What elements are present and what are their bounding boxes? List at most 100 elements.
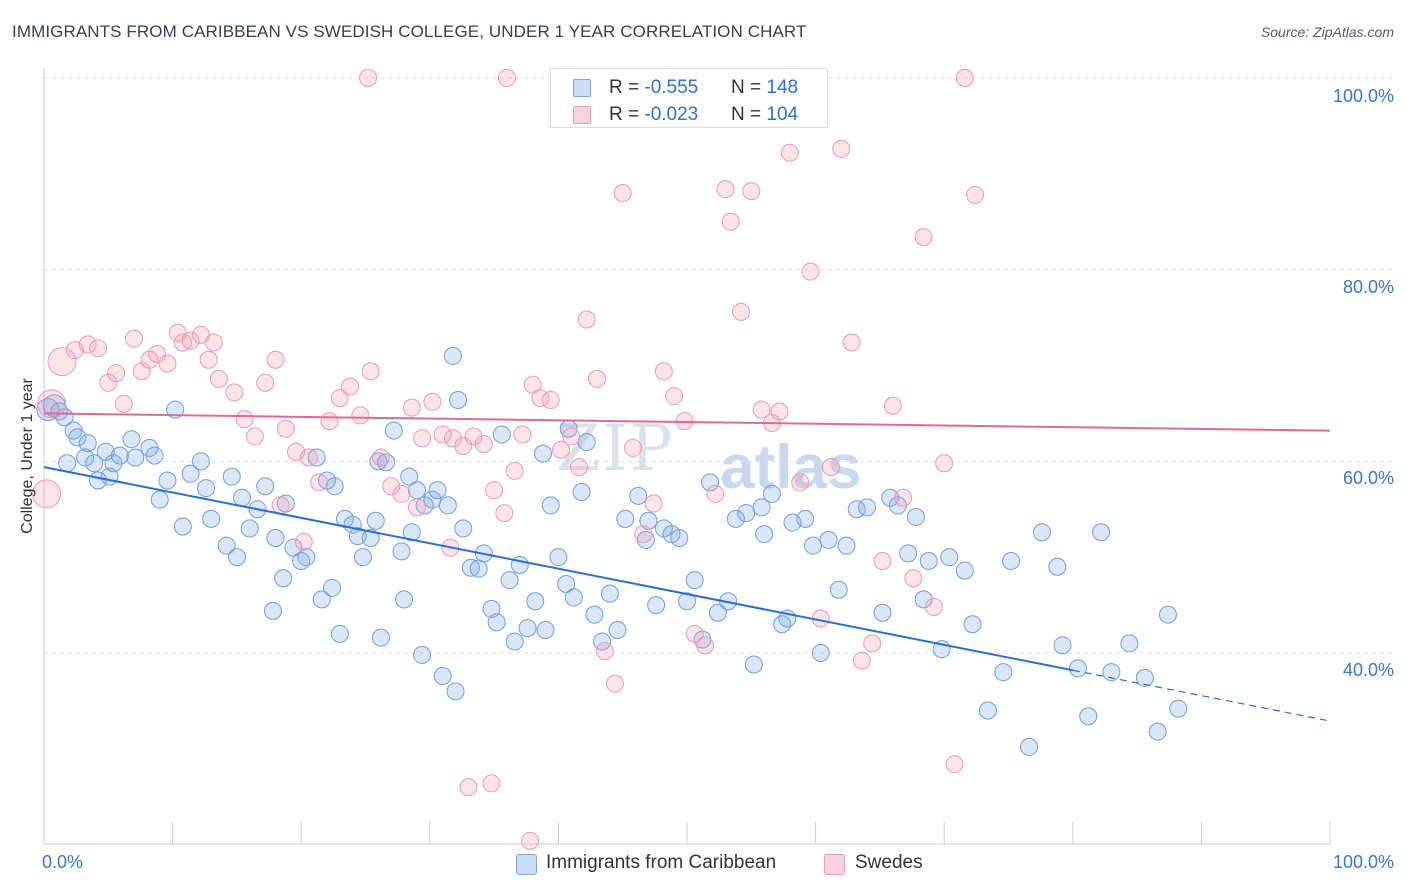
point-swedes <box>204 333 223 352</box>
point-swedes <box>634 525 653 544</box>
point-caribbean <box>1020 737 1039 756</box>
point-swedes <box>310 473 329 492</box>
point-swedes <box>245 427 264 446</box>
point-caribbean <box>685 571 704 590</box>
point-swedes <box>732 302 751 321</box>
point-swedes <box>158 354 177 373</box>
point-swedes <box>320 412 339 431</box>
point-swedes <box>497 69 516 87</box>
point-caribbean <box>89 471 108 490</box>
point-swedes <box>569 458 588 477</box>
point-swedes <box>359 69 378 87</box>
point-swedes <box>392 484 411 503</box>
point-caribbean <box>202 509 221 528</box>
point-caribbean <box>518 619 537 638</box>
point-swedes <box>966 185 985 204</box>
point-caribbean <box>755 525 774 544</box>
point-caribbean <box>647 596 666 615</box>
point-caribbean <box>616 509 635 528</box>
point-caribbean <box>752 498 771 517</box>
point-caribbean <box>881 488 900 507</box>
point-caribbean <box>366 511 385 530</box>
point-caribbean <box>708 603 727 622</box>
point-caribbean <box>76 448 95 467</box>
point-caribbean <box>173 517 192 536</box>
point-caribbean <box>1102 663 1121 682</box>
point-swedes <box>37 389 67 419</box>
point-caribbean <box>413 645 432 664</box>
point-caribbean <box>1092 523 1111 542</box>
stats-legend: R = -0.555 N = 148 R = -0.023 N = 104 <box>550 68 828 128</box>
point-caribbean <box>428 481 447 500</box>
point-caribbean <box>963 615 982 634</box>
y-axis-label: College, Under 1 year <box>19 378 36 534</box>
point-caribbean <box>438 496 457 515</box>
point-caribbean <box>392 542 411 561</box>
point-swedes <box>256 373 275 392</box>
point-caribbean <box>68 428 87 447</box>
point-swedes <box>551 440 570 459</box>
r-label: R = <box>609 104 645 125</box>
watermark-atlas: atlas <box>720 433 862 502</box>
point-caribbean <box>58 454 77 473</box>
point-caribbean <box>536 621 555 639</box>
point-swedes <box>423 392 442 411</box>
point-swedes <box>199 350 218 369</box>
point-caribbean <box>50 402 69 421</box>
point-swedes <box>299 448 318 467</box>
legend-label-caribbean: Immigrants from Caribbean <box>546 852 777 873</box>
point-caribbean <box>312 590 331 609</box>
point-caribbean <box>126 448 145 467</box>
point-swedes <box>99 373 118 392</box>
point-caribbean <box>240 519 259 538</box>
legend-swatch-caribbean <box>516 854 537 875</box>
x-tick-label: 100.0% <box>1332 852 1394 872</box>
point-caribbean <box>469 559 488 578</box>
point-caribbean <box>1148 722 1167 741</box>
point-caribbean <box>914 590 933 609</box>
point-swedes <box>225 383 244 402</box>
point-caribbean <box>629 486 648 505</box>
point-caribbean <box>274 569 293 588</box>
point-swedes <box>945 755 964 774</box>
y-tick-label: 80.0% <box>1342 277 1394 297</box>
source-label: Source: ZipAtlas.com <box>1260 24 1394 40</box>
point-swedes <box>107 364 126 383</box>
point-caribbean <box>639 511 658 530</box>
point-caribbean <box>773 615 792 634</box>
point-swedes <box>413 429 432 448</box>
point-swedes <box>706 484 725 503</box>
point-swedes <box>382 477 401 496</box>
trendline-swedes <box>43 412 1331 432</box>
legend-swatch-caribbean <box>573 79 591 97</box>
point-swedes <box>852 651 871 670</box>
point-caribbean <box>233 488 252 507</box>
point-caribbean <box>906 507 925 526</box>
point-caribbean <box>804 536 823 555</box>
point-caribbean <box>446 682 465 701</box>
point-caribbean <box>400 467 419 486</box>
point-caribbean <box>384 421 403 440</box>
point-caribbean <box>1068 659 1087 678</box>
point-swedes <box>32 479 62 509</box>
point-caribbean <box>577 433 596 452</box>
point-caribbean <box>1053 636 1072 655</box>
point-caribbean <box>423 490 442 509</box>
point-swedes <box>696 636 715 655</box>
point-caribbean <box>371 628 390 647</box>
point-swedes <box>587 369 606 388</box>
point-swedes <box>577 310 596 329</box>
point-swedes <box>623 438 642 457</box>
point-caribbean <box>557 575 576 593</box>
point-swedes <box>780 143 799 162</box>
point-swedes <box>955 69 974 87</box>
point-swedes <box>433 425 452 444</box>
series-legend: Immigrants from Caribbean Swedes <box>0 852 1406 878</box>
point-swedes <box>523 375 542 394</box>
point-swedes <box>935 454 954 473</box>
point-caribbean <box>549 548 568 567</box>
point-swedes <box>770 402 789 421</box>
point-swedes <box>402 398 421 417</box>
point-caribbean <box>873 603 892 622</box>
point-caribbean <box>811 644 830 662</box>
